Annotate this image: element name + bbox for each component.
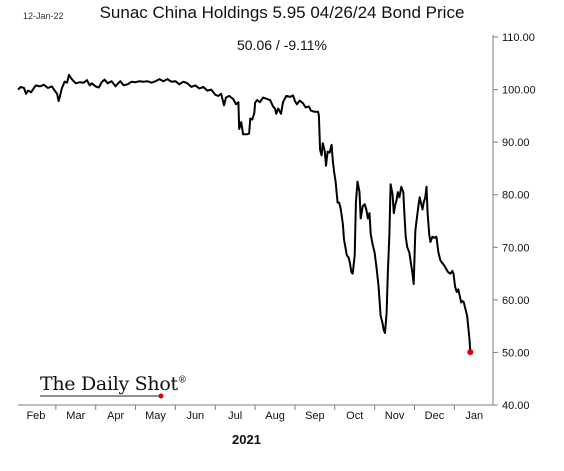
brand-logo: The Daily Shot®	[40, 373, 187, 395]
x-tick-label: Jul	[228, 410, 242, 422]
x-tick-label: Sep	[305, 410, 325, 422]
brand-dot	[158, 393, 164, 399]
x-tick-label: Oct	[346, 410, 363, 422]
last-price-marker	[467, 349, 474, 356]
y-tick-label: 70.00	[502, 242, 530, 254]
axes-layer: 40.00 50.00 60.00 70.00 80.00 90.00 100.00 110.…	[18, 32, 536, 422]
bond-price-line	[17, 73, 472, 353]
y-tick-label: 100.00	[502, 85, 536, 97]
y-tick-label: 90.00	[502, 137, 530, 149]
x-tick-label: Mar	[66, 410, 85, 422]
x-tick-label: Jan	[465, 410, 483, 422]
price-change-summary: 50.06 / -9.11%	[236, 37, 328, 53]
x-tick-label: Aug	[265, 410, 285, 422]
x-tick-label: Feb	[26, 410, 45, 422]
x-tick-label: Apr	[107, 410, 124, 422]
brand-mark: ®	[177, 375, 187, 386]
x-tick-label: Nov	[385, 410, 405, 422]
chart-title: Sunac China Holdings 5.95 04/26/24 Bond …	[99, 3, 465, 22]
brand-name: The Daily Shot	[40, 373, 178, 395]
x-tick-label: Dec	[425, 410, 445, 422]
y-tick-label: 40.00	[502, 400, 530, 412]
y-tick-label: 60.00	[502, 295, 530, 307]
y-tick-label: 80.00	[502, 190, 530, 202]
y-tick-label: 50.00	[502, 347, 530, 359]
data-layer	[17, 73, 474, 356]
x-tick-label: May	[145, 410, 166, 422]
report-date: 12-Jan-22	[23, 11, 64, 21]
y-tick-label: 110.00	[502, 32, 535, 44]
x-tick-label: Jun	[186, 410, 204, 422]
x-axis-year-label: 2021	[232, 432, 261, 447]
